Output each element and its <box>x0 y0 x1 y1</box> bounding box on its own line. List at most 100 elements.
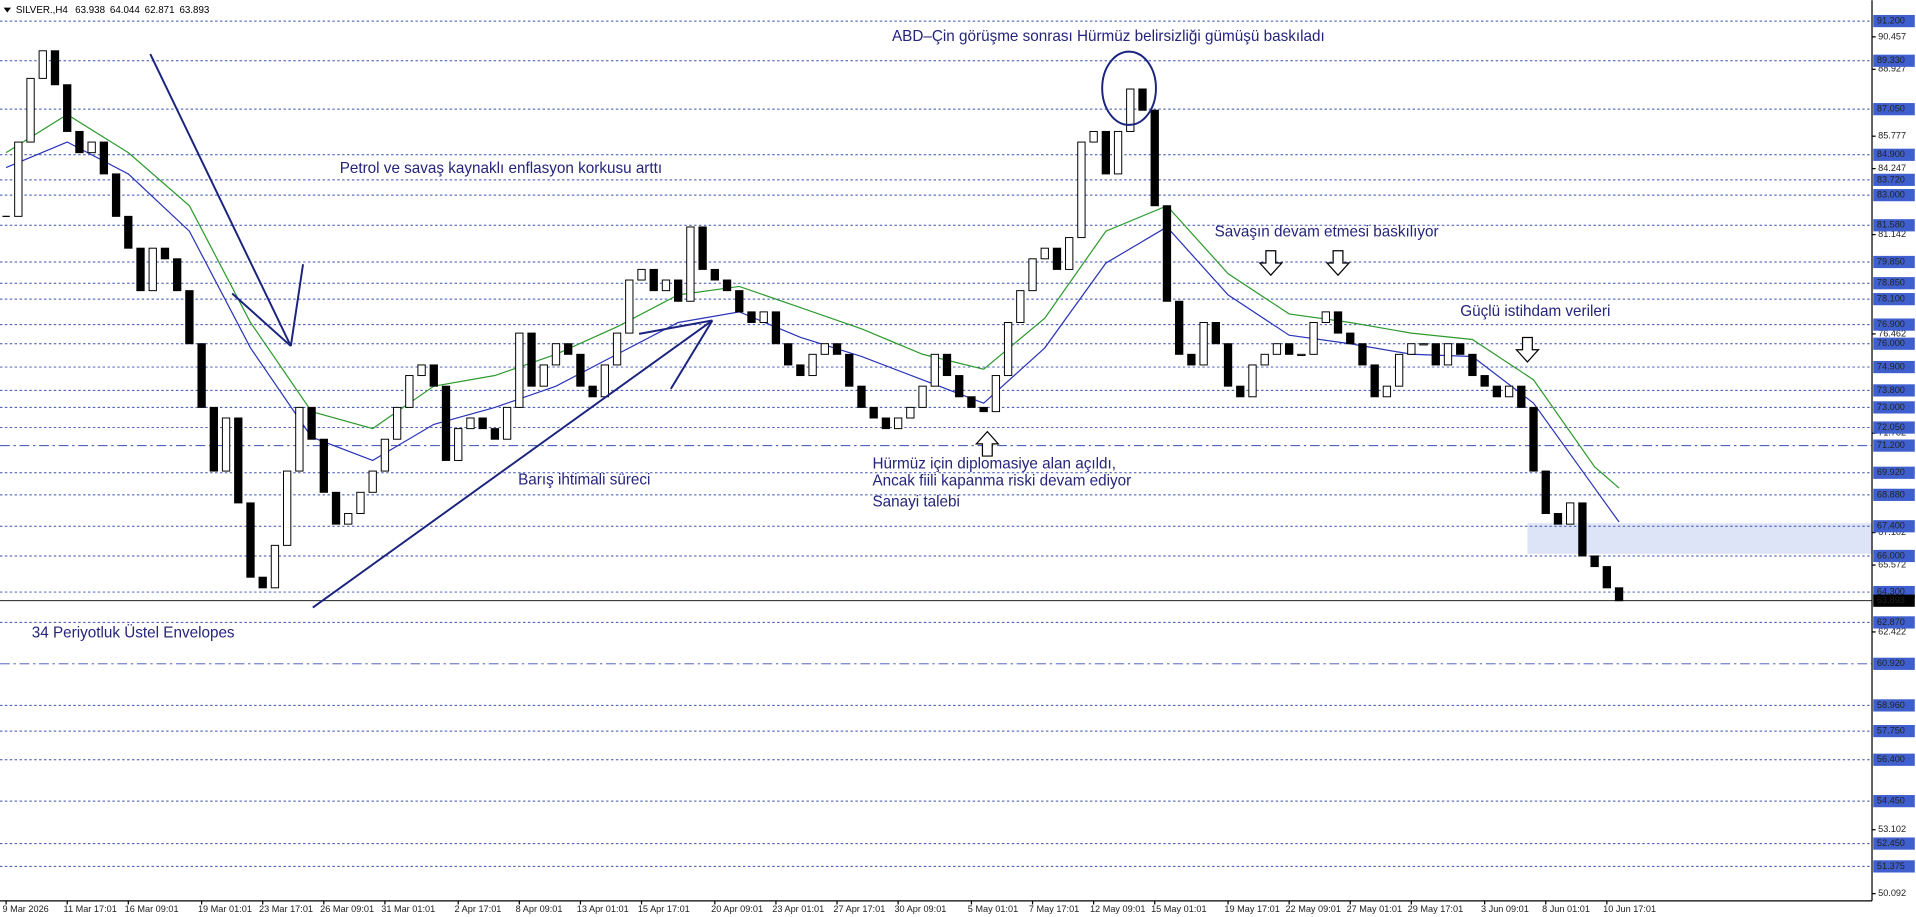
candle <box>1370 364 1379 398</box>
level-label: 87.050 <box>1877 104 1905 114</box>
candle <box>197 343 206 408</box>
circle <box>1101 50 1157 126</box>
header-text: SILVER.,H4 63.938 64.044 62.871 63.893 <box>16 5 209 16</box>
level-label: 52.450 <box>1877 838 1905 848</box>
header-icon <box>3 7 11 13</box>
candle <box>1590 555 1599 568</box>
annotation: Petrol ve savaş kaynaklı enflasyon korku… <box>340 160 662 177</box>
candle <box>1529 406 1538 472</box>
candle <box>845 353 854 387</box>
level-label-box <box>1873 616 1915 629</box>
annotation: ABD–Çin görüşme sonrası Hürmüz belirsizl… <box>892 28 1325 45</box>
candle <box>881 417 891 430</box>
candle <box>1553 513 1563 525</box>
candle <box>564 343 573 355</box>
candle <box>967 396 976 408</box>
candle <box>588 385 597 398</box>
trend-line <box>289 264 305 347</box>
candle <box>783 343 793 366</box>
level-label: 83.720 <box>1877 174 1905 184</box>
candle <box>1089 130 1098 143</box>
annotation: Sanayi talebi <box>872 494 959 511</box>
candle <box>661 279 671 292</box>
x-tick-label: 23 Apr 01:01 <box>772 904 824 914</box>
candle <box>185 290 194 345</box>
annotation: Savaşın devam etmesi baskılıyor <box>1215 223 1439 240</box>
candle <box>637 268 646 281</box>
level-label-box <box>1873 549 1915 563</box>
level-label: 73.800 <box>1877 385 1905 395</box>
x-tick-label: 15 May 01:01 <box>1151 904 1206 914</box>
level-label-box <box>1873 219 1915 232</box>
level-label: 51.375 <box>1877 861 1905 871</box>
level-label-box <box>1873 255 1915 269</box>
candle <box>930 353 939 387</box>
down-arrow <box>1515 336 1540 363</box>
x-tick-label: 3 Jun 09:01 <box>1481 904 1529 914</box>
level-label-box <box>1873 173 1915 186</box>
candle <box>441 385 451 461</box>
candle <box>429 364 438 387</box>
arrows <box>974 250 1540 457</box>
candle <box>331 491 341 525</box>
candle <box>955 375 964 398</box>
level-label-box <box>1873 14 1915 28</box>
x-tick-label: 19 Mar 01:01 <box>198 904 252 914</box>
level-label: 73.000 <box>1877 402 1905 412</box>
candle <box>392 406 402 440</box>
candle <box>454 428 463 461</box>
candle <box>1407 343 1416 355</box>
candle <box>710 268 719 281</box>
level-label-box <box>1873 439 1915 452</box>
y-tick-label: 62.422 <box>1878 626 1906 636</box>
candle <box>38 50 47 79</box>
candle <box>1517 385 1526 408</box>
candle <box>1003 321 1013 377</box>
level-label-box <box>1873 724 1915 738</box>
candle <box>832 343 842 355</box>
candle <box>502 406 512 440</box>
candle <box>234 417 243 504</box>
candle <box>918 385 927 408</box>
candle <box>1468 353 1477 377</box>
candle <box>1040 247 1049 260</box>
candle <box>1566 502 1575 525</box>
candle <box>246 502 255 578</box>
x-tick-label: 9 Mar 2026 <box>2 904 48 914</box>
level-label: 76.000 <box>1877 338 1905 348</box>
candle <box>539 364 548 387</box>
candle <box>1382 385 1392 398</box>
level-label: 72.050 <box>1877 422 1905 432</box>
x-tick-label: 23 Mar 17:01 <box>259 904 313 914</box>
level-label: 78.850 <box>1877 278 1905 288</box>
x-tick-label: 16 Mar 09:01 <box>125 904 179 914</box>
candle <box>87 141 96 154</box>
candle <box>796 364 805 377</box>
level-label-box <box>1873 421 1915 434</box>
candle <box>1394 353 1404 387</box>
candle <box>1419 343 1428 346</box>
x-tick-label: 27 May 01:01 <box>1347 904 1402 914</box>
candle <box>124 215 133 249</box>
x-tick-label: 15 Apr 17:01 <box>638 904 690 914</box>
level-label: 74.900 <box>1877 361 1905 371</box>
candle <box>160 247 170 260</box>
level-label-box <box>1873 753 1915 766</box>
candle <box>283 470 292 546</box>
candle <box>1028 258 1037 292</box>
candle <box>600 364 610 398</box>
trend-line <box>149 53 292 347</box>
drawings <box>149 50 1157 609</box>
x-tick-label: 2 Apr 17:01 <box>455 904 502 914</box>
level-label-box <box>1873 103 1915 116</box>
candle <box>1541 470 1550 515</box>
x-tick-label: 30 Apr 09:01 <box>894 904 946 914</box>
candle <box>356 491 365 515</box>
candle <box>722 279 732 292</box>
annotations: ABD–Çin görüşme sonrası Hürmüz belirsizl… <box>32 28 1611 641</box>
level-label-box <box>1873 520 1915 533</box>
level-label-box <box>1873 360 1915 374</box>
candle <box>221 417 231 472</box>
candle <box>1016 290 1025 323</box>
